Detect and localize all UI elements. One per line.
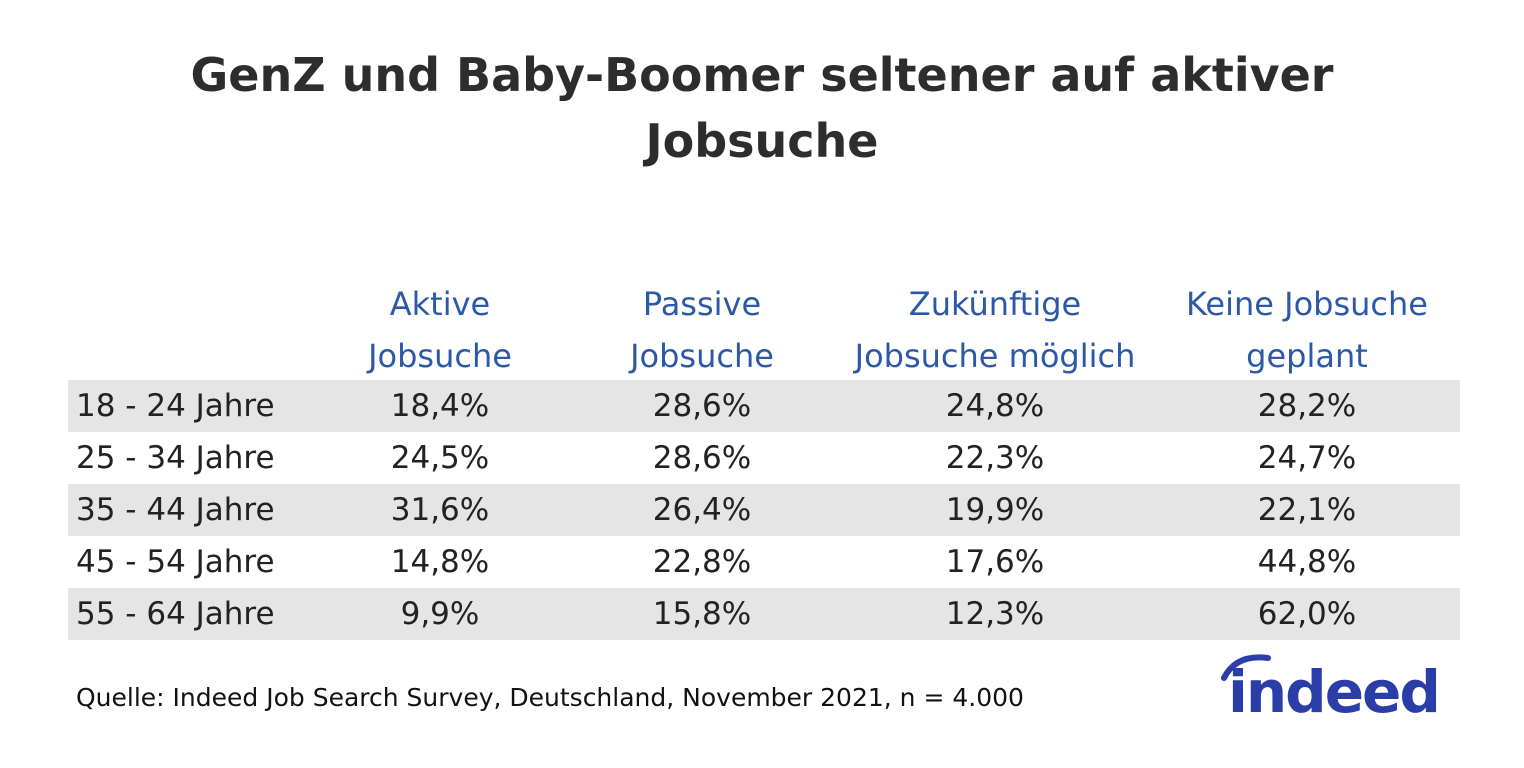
table-cell: 28,2% [1257, 388, 1357, 424]
column-header-line: Zukünftige [908, 285, 1082, 323]
table-cell: 17,6% [945, 544, 1045, 580]
table-row: 18 - 24 Jahre 18,4% 28,6% 24,8% 28,2% [68, 380, 1460, 432]
source-note: Quelle: Indeed Job Search Survey, Deutsc… [76, 683, 1024, 712]
indeed-logo: indeed [1221, 654, 1441, 726]
chart-title: GenZ und Baby-Boomer seltener auf aktive… [0, 42, 1524, 174]
column-header-keine-jobsuche: Keine Jobsuche geplant [1157, 278, 1457, 382]
table-row: 35 - 44 Jahre 31,6% 26,4% 19,9% 22,1% [68, 484, 1460, 536]
column-header-line: Keine Jobsuche [1186, 285, 1428, 323]
table-cell: 9,9% [400, 596, 480, 632]
table-cell: 22,1% [1257, 492, 1357, 528]
table-cell: 31,6% [390, 492, 490, 528]
column-header-line: Passive [642, 285, 762, 323]
table-cell: 12,3% [945, 596, 1045, 632]
table-cell: 22,8% [652, 544, 752, 580]
table-row: 45 - 54 Jahre 14,8% 22,8% 17,6% 44,8% [68, 536, 1460, 588]
row-label: 45 - 54 Jahre [76, 544, 275, 580]
table-cell: 24,7% [1257, 440, 1357, 476]
column-header-line: geplant [1246, 337, 1368, 375]
column-header-passive-jobsuche: Passive Jobsuche [602, 278, 802, 382]
row-label: 25 - 34 Jahre [76, 440, 275, 476]
table-cell: 62,0% [1257, 596, 1357, 632]
chart-title-line-1: GenZ und Baby-Boomer seltener auf aktive… [190, 48, 1334, 102]
table-cell: 24,8% [945, 388, 1045, 424]
table-cell: 18,4% [390, 388, 490, 424]
table-cell: 28,6% [652, 388, 752, 424]
table-cell: 24,5% [390, 440, 490, 476]
table-row: 55 - 64 Jahre 9,9% 15,8% 12,3% 62,0% [68, 588, 1460, 640]
column-header-line: Jobsuche möglich [854, 337, 1136, 375]
column-header-line: Aktive [389, 285, 491, 323]
table-row: 25 - 34 Jahre 24,5% 28,6% 22,3% 24,7% [68, 432, 1460, 484]
table-cell: 44,8% [1257, 544, 1357, 580]
row-label: 35 - 44 Jahre [76, 492, 275, 528]
table-cell: 28,6% [652, 440, 752, 476]
table-cell: 22,3% [945, 440, 1045, 476]
table-cell: 26,4% [652, 492, 752, 528]
column-header-line: Jobsuche [630, 337, 774, 375]
table-cell: 14,8% [390, 544, 490, 580]
data-table: 18 - 24 Jahre 18,4% 28,6% 24,8% 28,2% 25… [68, 380, 1460, 640]
table-cell: 19,9% [945, 492, 1045, 528]
row-label: 18 - 24 Jahre [76, 388, 275, 424]
indeed-logo-arc [1221, 654, 1271, 681]
table-cell: 15,8% [652, 596, 752, 632]
indeed-logo-text: indeed [1228, 658, 1439, 726]
chart-title-line-2: Jobsuche [645, 114, 879, 168]
column-header-zukuenftige-jobsuche: Zukünftige Jobsuche möglich [835, 278, 1155, 382]
column-header-line: Jobsuche [368, 337, 512, 375]
column-header-aktive-jobsuche: Aktive Jobsuche [340, 278, 540, 382]
row-label: 55 - 64 Jahre [76, 596, 275, 632]
